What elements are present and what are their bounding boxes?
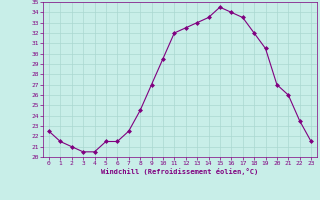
X-axis label: Windchill (Refroidissement éolien,°C): Windchill (Refroidissement éolien,°C) (101, 168, 259, 175)
